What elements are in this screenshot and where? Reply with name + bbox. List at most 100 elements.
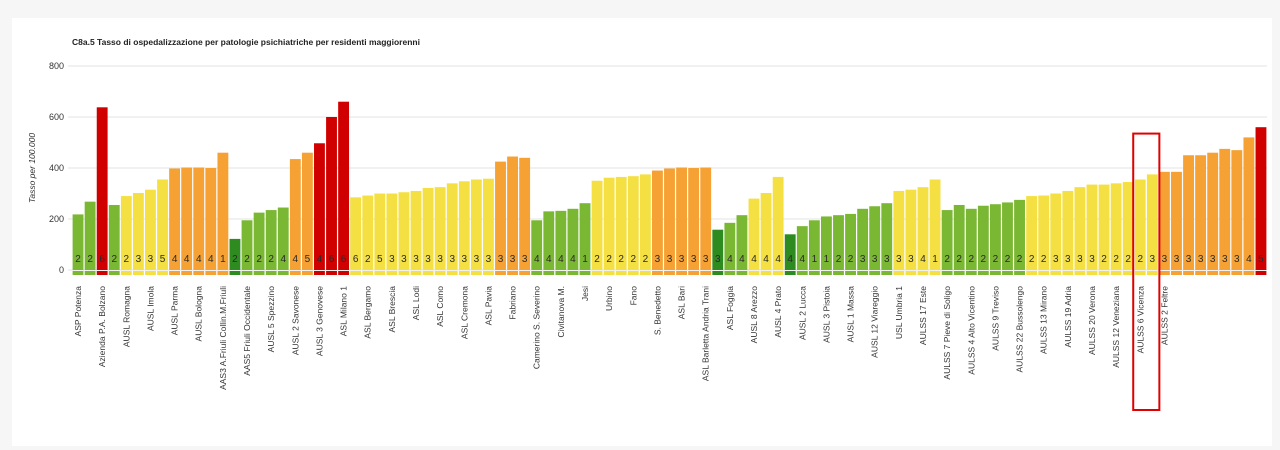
- x-tick-label: Urbino: [604, 286, 614, 311]
- baseline-segment: [845, 271, 856, 275]
- baseline-segment: [362, 271, 374, 275]
- data-label: 1: [220, 254, 226, 265]
- baseline-segment: [627, 271, 639, 275]
- baseline-segment: [905, 271, 917, 275]
- bar: [1074, 187, 1086, 270]
- baseline-segment: [446, 271, 458, 275]
- baseline-segment: [820, 271, 832, 275]
- baseline-segment: [410, 271, 422, 275]
- baseline-segment: [941, 271, 953, 275]
- x-tick-label: AUSL 3 Pistoia: [821, 286, 831, 343]
- bar: [784, 234, 796, 270]
- baseline-segment: [1255, 271, 1267, 275]
- data-label: 2: [75, 254, 81, 265]
- data-label: 4: [546, 254, 552, 265]
- data-label: 4: [727, 254, 733, 265]
- baseline-segment: [724, 271, 736, 275]
- baseline-segment: [603, 271, 615, 275]
- bar: [1171, 171, 1182, 270]
- data-label: 4: [570, 254, 576, 265]
- x-tick-label: AUSL 5 Spezzino: [266, 286, 276, 353]
- data-label: 4: [534, 254, 540, 265]
- baseline-segment: [796, 271, 808, 275]
- data-label: 4: [787, 254, 793, 265]
- data-label: 5: [377, 254, 383, 265]
- baseline-segment: [1158, 271, 1170, 275]
- x-tick-label: ASL Milano 1: [339, 286, 349, 337]
- bar: [374, 193, 386, 270]
- x-tick-label: ASL Pavia: [483, 286, 493, 326]
- bar: [265, 210, 277, 270]
- bar: [1134, 179, 1146, 270]
- bar: [676, 167, 688, 270]
- data-label: 3: [522, 254, 528, 265]
- x-tick-label: AULSS 6 Vicenza: [1135, 286, 1145, 354]
- x-tick-label: USL Umbria 1: [894, 286, 904, 339]
- baseline-segment: [1110, 271, 1122, 275]
- bar: [579, 203, 591, 270]
- bar: [1014, 199, 1025, 270]
- y-tick-label: 0: [59, 265, 64, 275]
- baseline-segment: [398, 271, 410, 275]
- bar: [772, 176, 784, 270]
- baseline-segment: [205, 271, 217, 275]
- bar: [217, 152, 229, 270]
- x-tick-label: AUSL 3 Genovese: [314, 286, 324, 356]
- baseline-segment: [301, 271, 313, 275]
- baseline-segment: [555, 271, 567, 275]
- baseline-segment: [1098, 271, 1110, 275]
- bar: [277, 207, 289, 270]
- data-label: 1: [582, 254, 588, 265]
- bar: [483, 178, 494, 270]
- data-label: 3: [896, 254, 902, 265]
- x-axis-tick-labels: ASP Potenza Azienda P.A. Bolzano AUSL Roma…: [73, 286, 1169, 390]
- baseline-segment: [1050, 271, 1062, 275]
- baseline-segment: [507, 271, 519, 275]
- data-label: 4: [208, 254, 214, 265]
- data-label: 4: [184, 254, 190, 265]
- bar: [120, 196, 132, 270]
- bar: [1062, 190, 1074, 270]
- x-tick-label: AUSL 1 Massa: [846, 286, 856, 343]
- data-label: 3: [691, 254, 697, 265]
- baseline-segment: [470, 271, 482, 275]
- baseline-segment: [664, 271, 675, 275]
- data-label: 3: [1198, 254, 1204, 265]
- bar: [507, 156, 519, 270]
- x-tick-label: ASL Cremona: [459, 286, 469, 339]
- bar: [422, 187, 434, 270]
- bar: [760, 192, 772, 270]
- x-tick-label: AULSS 20 Verona: [1087, 286, 1097, 355]
- bar: [615, 176, 627, 270]
- x-tick-label: AULSS 19 Adria: [1063, 286, 1073, 348]
- data-label: 6: [329, 254, 335, 265]
- bar: [350, 197, 362, 270]
- baseline-segment: [639, 271, 651, 275]
- data-label: 2: [1101, 254, 1107, 265]
- x-tick-label: S. Benedetto: [652, 286, 662, 335]
- baseline-segment: [145, 271, 156, 275]
- bar: [470, 179, 482, 270]
- data-label: 4: [280, 254, 286, 265]
- x-tick-label: AUSL 2 Savonese: [290, 286, 300, 355]
- baseline-segment: [929, 271, 941, 275]
- bar: [881, 203, 893, 270]
- x-tick-label: AUSL 2 Lucca: [797, 286, 807, 340]
- baseline-segment: [181, 271, 193, 275]
- baseline-segment: [700, 271, 712, 275]
- bar: [1158, 171, 1170, 270]
- bar: [736, 215, 748, 270]
- baseline-segment: [229, 271, 241, 275]
- x-tick-label: ASL Foggia: [725, 286, 735, 330]
- x-tick-label: ASL Bergamo: [363, 286, 373, 339]
- data-label: 4: [317, 254, 323, 265]
- y-tick-label: 600: [49, 112, 64, 122]
- data-label: 2: [124, 254, 130, 265]
- bar: [72, 214, 84, 270]
- baseline-segment: [483, 271, 494, 275]
- data-label: 3: [667, 254, 673, 265]
- bar: [965, 208, 977, 270]
- x-tick-label: AULSS 4 Alto Vicentino: [966, 286, 976, 375]
- baseline-segment: [253, 271, 265, 275]
- baseline-segment: [748, 271, 760, 275]
